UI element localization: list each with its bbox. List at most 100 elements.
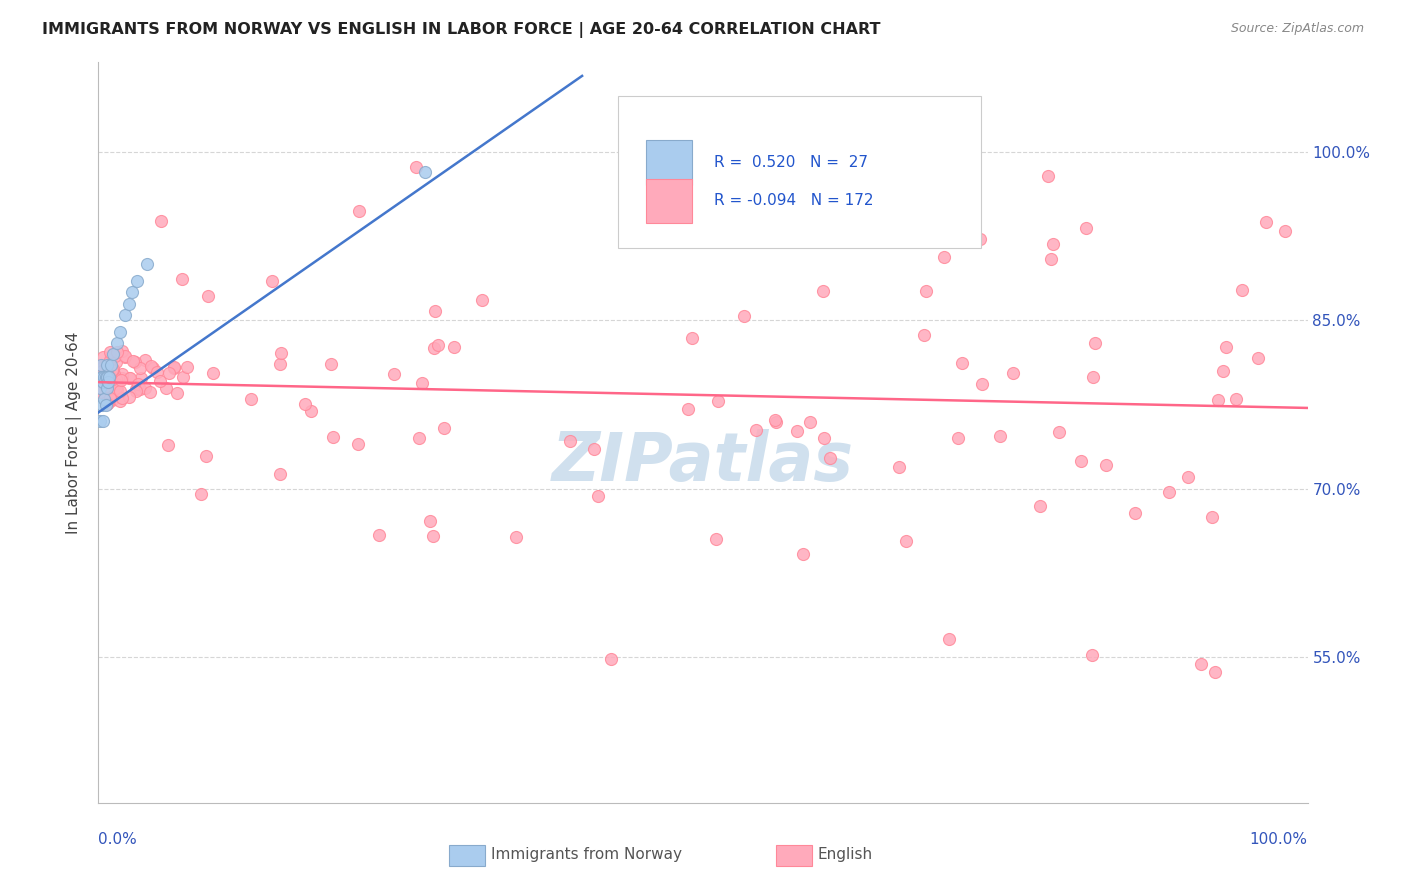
Point [93,392,115,406]
Point [90,359,112,373]
Point [90,370,112,384]
Point [118,371,141,385]
Point [124,355,146,369]
Point [413,165,436,179]
Point [194,450,217,464]
Point [129,382,152,396]
Point [98,369,121,384]
Point [97,391,120,405]
Point [1201,509,1223,524]
Point [176,360,198,375]
Point [1215,340,1237,354]
Point [269,357,291,371]
Point [91,359,114,374]
Point [163,360,186,375]
Point [405,160,427,174]
Point [114,350,136,364]
Point [648,200,671,214]
Point [94,378,117,392]
Point [89,384,111,399]
Point [896,533,918,548]
Point [104,349,127,363]
Point [422,341,444,355]
Point [89,381,111,395]
Point [105,335,128,350]
Point [382,367,405,381]
Point [118,390,141,404]
Point [103,368,125,382]
Point [97,368,120,382]
Y-axis label: In Labor Force | Age 20-64: In Labor Force | Age 20-64 [66,332,83,533]
Point [96,381,118,395]
Point [100,359,122,373]
Point [105,372,128,386]
Point [89,379,111,393]
Point [745,423,768,437]
Point [588,489,610,503]
Point [89,372,111,386]
Text: 0.0%: 0.0% [98,832,138,847]
Bar [449,845,485,866]
Point [104,355,127,369]
Point [946,432,969,446]
Point [89,370,111,384]
Point [134,381,156,395]
Point [96,397,118,411]
Text: 100.0%: 100.0% [1250,832,1308,847]
Point [118,296,141,310]
Point [135,257,157,271]
Point [765,415,787,429]
Point [950,356,973,370]
Text: R =  0.520   N =  27: R = 0.520 N = 27 [714,155,868,169]
Point [1206,393,1229,408]
Point [792,547,814,561]
Point [121,285,143,300]
Point [1157,484,1180,499]
Point [904,231,927,245]
Point [1081,648,1104,662]
Point [294,397,316,411]
Point [1040,252,1063,266]
Point [799,416,821,430]
Point [91,359,114,374]
Bar [776,845,811,866]
Point [786,424,808,438]
Point [471,293,494,307]
Point [101,362,124,376]
Point [239,392,262,406]
Point [96,366,118,380]
Point [139,359,162,373]
Point [97,370,120,384]
Point [197,289,219,303]
Point [707,393,730,408]
Point [1042,237,1064,252]
Point [111,344,134,359]
Point [111,391,134,405]
Point [97,371,120,385]
Point [172,370,194,384]
Point [1189,657,1212,671]
Point [105,344,128,359]
Point [427,338,450,352]
Point [101,363,124,377]
Point [98,369,121,384]
Point [1070,454,1092,468]
Point [96,369,118,384]
Point [270,346,292,360]
Point [299,404,322,418]
Point [94,369,117,384]
Point [1038,169,1060,183]
Point [811,285,834,299]
Point [105,376,128,391]
Point [94,398,117,412]
Point [100,373,122,387]
Point [912,327,935,342]
Point [260,274,283,288]
Bar [647,140,692,185]
Point [105,382,128,396]
Point [972,376,994,391]
Point [163,361,186,376]
Point [91,375,114,389]
Point [932,250,955,264]
Point [110,384,132,399]
